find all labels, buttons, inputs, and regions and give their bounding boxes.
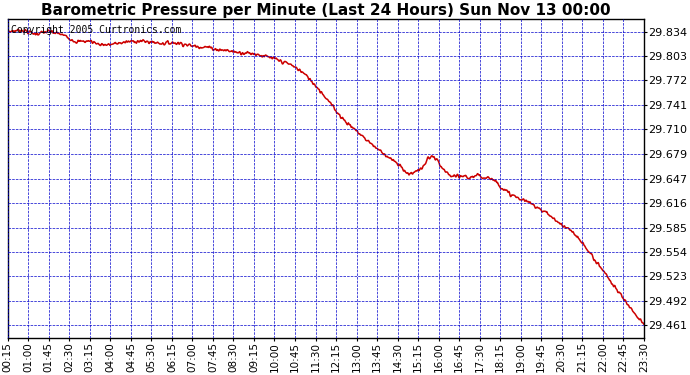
- Title: Barometric Pressure per Minute (Last 24 Hours) Sun Nov 13 00:00: Barometric Pressure per Minute (Last 24 …: [41, 3, 611, 18]
- Text: Copyright 2005 Curtronics.com: Copyright 2005 Curtronics.com: [11, 26, 181, 35]
